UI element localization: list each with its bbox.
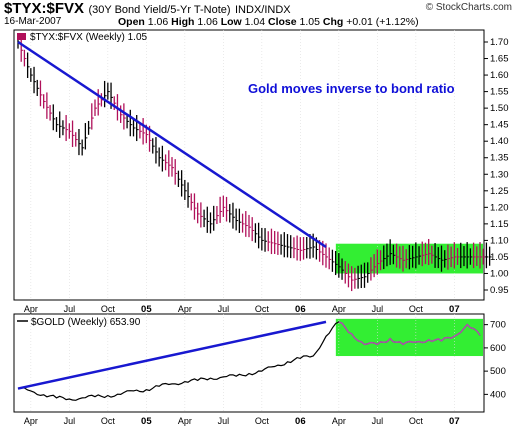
x-tick-label: Apr [24, 416, 38, 426]
x-tick-label: Jul [64, 416, 76, 426]
low-label: Low [220, 16, 242, 28]
x-tick-label: Apr [178, 304, 192, 314]
x-tick-label: Oct [101, 304, 116, 314]
x-tick-label: Jul [64, 304, 76, 314]
x-tick-label: Oct [255, 304, 270, 314]
x-tick-label: 05 [141, 416, 152, 427]
y-tick-label: 1.70 [490, 37, 509, 48]
y-tick-label: 1.40 [490, 136, 509, 147]
y-tick-label: 500 [490, 366, 506, 377]
y-tick-label: 1.35 [490, 153, 509, 164]
y-tick-label: 1.05 [490, 252, 509, 263]
x-tick-label: Jul [372, 416, 384, 426]
x-tick-label: Jul [218, 304, 230, 314]
ohlc-line: Open 1.06 High 1.06 Low 1.04 Close 1.05 … [118, 16, 419, 28]
chart-header: $TYX:$FVX (30Y Bond Yield/5-Yr T-Note) I… [4, 0, 291, 18]
close-value: 1.05 [299, 16, 320, 28]
brand-label: © StockCharts.com [425, 2, 512, 13]
x-tick-label: 07 [449, 416, 460, 427]
symbol: $TYX:$FVX [4, 0, 85, 17]
y-tick-label: 1.25 [490, 186, 509, 197]
y-tick-label: 1.65 [490, 54, 509, 65]
x-tick-label: 06 [295, 416, 306, 427]
gold-highlight-box [335, 318, 483, 357]
x-tick-label: Apr [24, 304, 38, 314]
y-tick-label: 1.60 [490, 70, 509, 81]
y-tick-label: 700 [490, 320, 506, 331]
high-value: 1.06 [197, 16, 218, 28]
close-label: Close [268, 16, 297, 28]
y-tick-label: 1.20 [490, 202, 509, 213]
ratio-legend: $TYX:$FVX (Weekly) 1.05 [30, 32, 148, 43]
x-tick-label: Oct [101, 416, 116, 426]
y-tick-label: 400 [490, 389, 506, 400]
x-tick-label: Oct [409, 304, 424, 314]
high-label: High [171, 16, 195, 28]
x-tick-label: Apr [332, 416, 346, 426]
x-tick-label: Oct [409, 416, 424, 426]
x-tick-label: Apr [332, 304, 346, 314]
gold-line-highlight [338, 321, 481, 346]
low-value: 1.04 [244, 16, 266, 28]
chg-value: +0.01 (+1.12%) [346, 16, 419, 28]
open-label: Open [118, 16, 145, 28]
open-value: 1.06 [147, 16, 169, 28]
annotation-text: Gold moves inverse to bond ratio [248, 81, 455, 96]
chart-date: 16-Mar-2007 [4, 16, 62, 27]
symbol-description: (30Y Bond Yield/5-Yr T-Note) [88, 4, 231, 16]
ratio-legend-swatch [17, 33, 26, 40]
x-tick-label: Jul [372, 304, 384, 314]
y-tick-label: 1.45 [490, 120, 509, 131]
y-tick-label: 1.15 [490, 219, 509, 230]
x-tick-label: Apr [178, 416, 192, 426]
ratio-trendline [17, 40, 327, 249]
y-tick-label: 1.10 [490, 235, 509, 246]
y-tick-label: 1.30 [490, 169, 509, 180]
y-tick-label: 600 [490, 343, 506, 354]
x-tick-label: 05 [141, 304, 152, 315]
x-tick-label: Oct [255, 416, 270, 426]
chg-label: Chg [322, 16, 344, 28]
exchange: INDX/INDX [235, 4, 291, 16]
x-tick-label: 06 [295, 304, 306, 315]
gold-legend: $GOLD (Weekly) 653.90 [31, 317, 141, 328]
gold-trendline [17, 320, 327, 390]
y-tick-label: 1.00 [490, 268, 509, 279]
x-tick-label: Jul [218, 416, 230, 426]
y-tick-label: 0.95 [490, 285, 509, 296]
x-tick-label: 07 [449, 304, 460, 315]
y-tick-label: 1.55 [490, 87, 509, 98]
y-tick-label: 1.50 [490, 103, 509, 114]
